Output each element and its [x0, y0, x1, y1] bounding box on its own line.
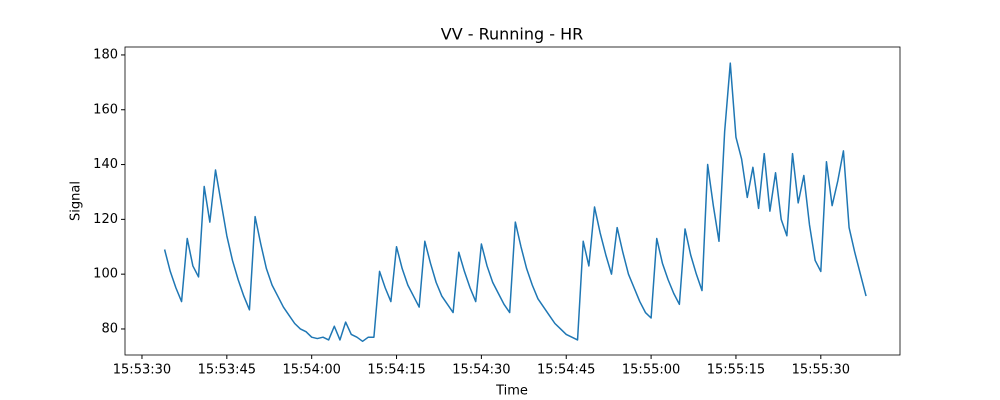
y-tick-label: 120 [93, 212, 118, 227]
y-tick-label: 100 [93, 267, 118, 282]
x-tick-label: 15:54:30 [452, 363, 510, 378]
data-line [163, 62, 867, 343]
x-tick-label: 15:55:30 [792, 363, 850, 378]
x-tick-label: 15:55:15 [707, 363, 765, 378]
chart-title: VV - Running - HR [441, 25, 584, 44]
x-axis-label: Time [495, 384, 528, 399]
x-tick-label: 15:54:15 [367, 363, 425, 378]
x-tick-label: 15:53:30 [113, 363, 171, 378]
y-tick-label: 140 [93, 157, 118, 172]
x-tick-label: 15:53:45 [198, 363, 256, 378]
plot-frame [124, 46, 901, 356]
x-tick-label: 15:54:45 [537, 363, 595, 378]
y-axis-label: Signal [69, 181, 84, 221]
x-tick-label: 15:54:00 [282, 363, 340, 378]
x-tick-label: 15:55:00 [622, 363, 680, 378]
y-tick-label: 80 [101, 321, 118, 336]
y-tick-label: 180 [93, 47, 118, 62]
y-tick-label: 160 [93, 102, 118, 117]
